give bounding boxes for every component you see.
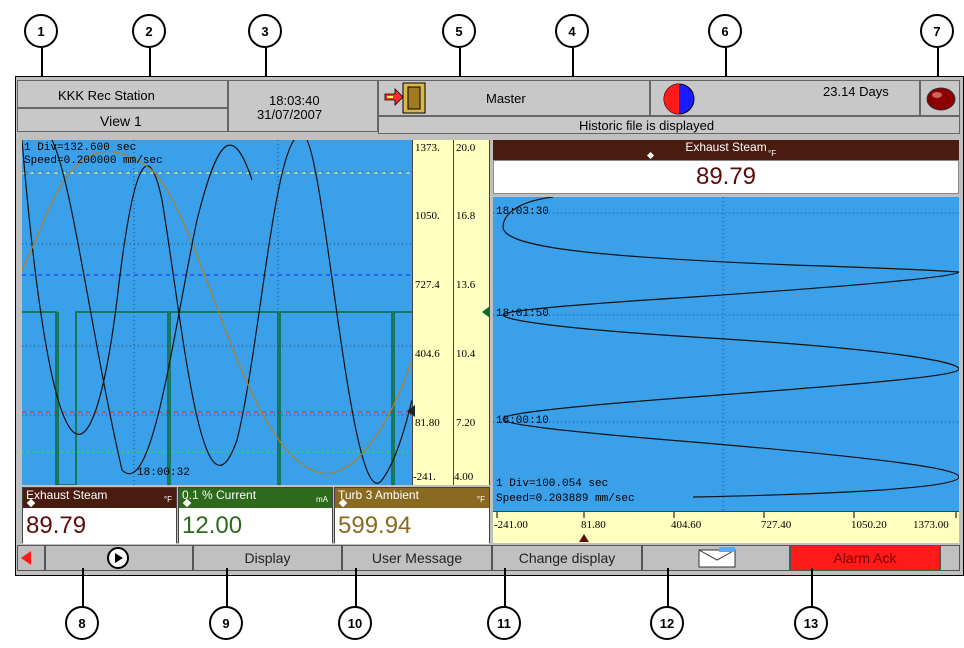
station-name-cell: KKK Rec Station	[17, 80, 228, 108]
callout-2: 2	[132, 14, 166, 48]
diamond-icon	[646, 151, 655, 160]
display-button[interactable]: Display	[193, 545, 342, 571]
right-speed-text: Speed=0.203889 mm/sec	[496, 493, 635, 505]
left-arrow-icon	[21, 551, 31, 565]
scale1-tick-0: 1373.	[415, 142, 440, 154]
right-chart-header[interactable]: Exhaust Steam °F	[493, 140, 959, 160]
callout-7: 7	[920, 14, 954, 48]
scale1-tick-4: 81.80	[415, 417, 440, 429]
callout-3: 3	[248, 14, 282, 48]
value-panel-exhaust[interactable]: Exhaust Steam °F 89.79	[22, 487, 177, 544]
right-time-label-0: 18:03:30	[496, 206, 549, 218]
scale2-tick-1: 16.8	[456, 210, 476, 222]
login-cell[interactable]: Master	[378, 80, 650, 116]
scale1-tick-5: -241.	[413, 471, 436, 483]
callout-9: 9	[209, 606, 243, 640]
station-name: KKK Rec Station	[58, 88, 155, 103]
right-time-label-2: 18:00:10	[496, 415, 549, 427]
left-trend-chart: 1 Div=132.600 sec Speed=0.200000 mm/sec …	[22, 140, 412, 485]
scale1-tick-3: 404.6	[415, 348, 440, 360]
panel-value: 12.00	[179, 508, 332, 544]
scale2-pointer-icon	[482, 306, 490, 318]
panel-header: Exhaust Steam °F	[23, 488, 176, 508]
panel-header: Turb 3 Ambient °F	[335, 488, 489, 508]
clock-time: 18:03:40	[269, 93, 320, 108]
play-button[interactable]	[45, 545, 193, 571]
rscale-pointer-icon	[579, 534, 589, 542]
status-message: Historic file is displayed	[579, 118, 715, 133]
left-scale-2: 20.0 16.8 13.6 10.4 7.20 4.00	[454, 140, 490, 485]
rscale-tick-5: 1373.00	[913, 519, 949, 531]
change-display-button[interactable]: Change display	[492, 545, 642, 571]
exit-door-icon[interactable]	[381, 81, 431, 115]
callout-5: 5	[442, 14, 476, 48]
left-div-text: 1 Div=132.600 sec	[24, 142, 137, 154]
panel-name: Turb 3 Ambient	[338, 488, 419, 502]
left-time-label: 18:00:32	[137, 467, 190, 479]
view-name: View 1	[100, 113, 142, 129]
email-icon	[698, 547, 736, 568]
panel-value: 599.94	[335, 508, 489, 544]
right-trend-chart: 18:03:30 18:01:50 18:00:10 1 Div=100.054…	[493, 197, 959, 511]
datetime-cell: 18:03:40 31/07/2007	[228, 80, 378, 132]
right-div-text: 1 Div=100.054 sec	[496, 478, 609, 490]
right-time-label-1: 18:01:50	[496, 308, 549, 320]
panel-value: 89.79	[23, 508, 176, 544]
rscale-tick-2: 404.60	[671, 519, 702, 531]
value-panel-current[interactable]: 0.1 % Current mA 12.00	[178, 487, 333, 544]
callout-11: 11	[487, 606, 521, 640]
memory-days: 23.14 Days	[823, 84, 889, 99]
status-cell: 23.14 Days	[650, 80, 920, 116]
panel-unit: °F	[163, 495, 172, 504]
panel-unit: °F	[476, 495, 485, 504]
panel-header: 0.1 % Current mA	[179, 488, 332, 508]
left-trend-traces	[22, 140, 412, 485]
rscale-tick-1: 81.80	[581, 519, 606, 531]
panel-unit: mA	[316, 495, 328, 504]
left-speed-text: Speed=0.200000 mm/sec	[24, 155, 163, 167]
right-chart-value: 89.79	[493, 160, 959, 194]
value-panel-ambient[interactable]: Turb 3 Ambient °F 599.94	[334, 487, 490, 544]
right-scale-ticks	[496, 512, 957, 518]
view-name-button[interactable]: View 1	[17, 108, 228, 132]
callout-6: 6	[708, 14, 742, 48]
pie-status-icon	[663, 83, 695, 115]
callout-10: 10	[338, 606, 372, 640]
scale2-tick-2: 13.6	[456, 279, 476, 291]
alarm-ack-button[interactable]: Alarm Ack	[790, 545, 940, 571]
scale1-tick-1: 1050.	[415, 210, 440, 222]
user-message-button[interactable]: User Message	[342, 545, 492, 571]
rscale-tick-4: 1050.20	[851, 519, 887, 531]
right-scale: -241.00 81.80 404.60 727.40 1050.20 1373…	[493, 511, 959, 543]
scroll-left-button[interactable]	[17, 545, 45, 571]
rscale-tick-0: -241.00	[494, 519, 528, 531]
right-trend-trace	[493, 197, 959, 511]
callout-1: 1	[24, 14, 58, 48]
callout-12: 12	[650, 606, 684, 640]
scale2-tick-4: 7.20	[456, 417, 476, 429]
right-chart-unit: °F	[768, 149, 777, 158]
left-scale-1: 1373. 1050. 727.4 404.6 81.80 -241.	[407, 140, 454, 485]
scale2-tick-3: 10.4	[456, 348, 476, 360]
play-icon	[107, 547, 129, 569]
callout-4: 4	[555, 14, 589, 48]
callout-8: 8	[65, 606, 99, 640]
alarm-light-icon	[926, 87, 956, 111]
right-chart-title: Exhaust Steam	[685, 140, 767, 154]
scale1-tick-2: 727.4	[415, 279, 440, 291]
scale1-pointer-icon	[407, 405, 415, 417]
message-bar: Historic file is displayed	[378, 116, 960, 134]
user-mode: Master	[486, 91, 526, 106]
clock-date: 31/07/2007	[257, 107, 323, 122]
scale2-tick-0: 20.0	[456, 142, 476, 154]
email-button[interactable]	[642, 545, 790, 571]
rscale-tick-3: 727.40	[761, 519, 792, 531]
alarm-light-cell	[920, 80, 960, 116]
callout-13: 13	[794, 606, 828, 640]
panel-name: Exhaust Steam	[26, 488, 108, 502]
panel-name: 0.1 % Current	[182, 488, 257, 502]
toolbar-spacer	[940, 545, 960, 571]
scale2-tick-5: 4.00	[454, 471, 474, 483]
